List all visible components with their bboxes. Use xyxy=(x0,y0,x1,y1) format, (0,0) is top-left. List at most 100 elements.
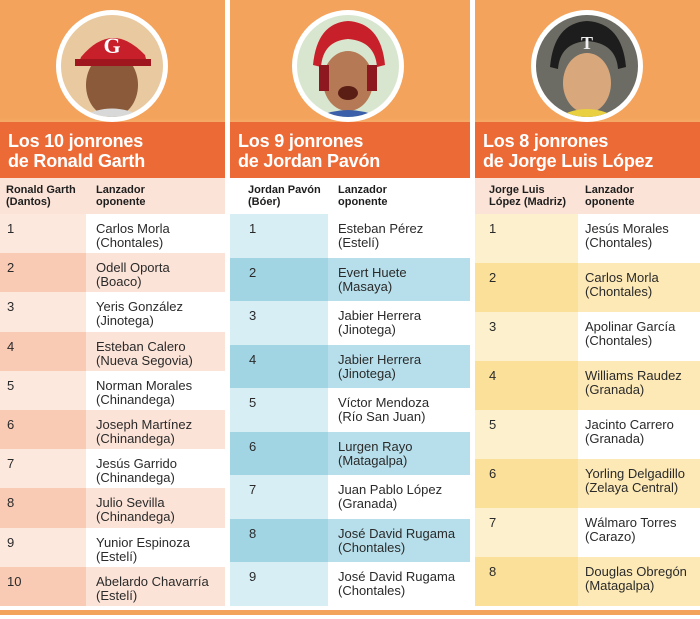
homerun-number: 5 xyxy=(489,417,497,432)
title-line-2: de Ronald Garth xyxy=(8,151,146,171)
footer-orange-line xyxy=(0,610,700,615)
pitcher-name: José David Rugama xyxy=(338,569,456,584)
opposing-pitcher: Yeris González (Jinotega) xyxy=(96,300,183,328)
number-cell xyxy=(0,488,86,528)
number-cell xyxy=(475,410,578,459)
homerun-number: 9 xyxy=(7,534,15,550)
table-row: 8 Julio Sevilla (Chinandega) xyxy=(0,488,225,528)
homerun-number: 6 xyxy=(7,416,15,432)
pitcher-team: (Chinandega) xyxy=(96,470,175,486)
homerun-table: 1 Carlos Morla (Chontales) 2 Odell Oporta (Bo… xyxy=(0,214,225,606)
homerun-number: 10 xyxy=(7,573,22,589)
title-line-1: Los 10 jonrones xyxy=(8,131,144,151)
table-row: 4 Williams Raudez (Granada) xyxy=(475,361,700,410)
table-row: 2 Carlos Morla (Chontales) xyxy=(475,263,700,312)
number-cell xyxy=(0,527,86,567)
panel-title: Los 9 jonrones de Jordan Pavón xyxy=(230,122,470,178)
number-cell xyxy=(0,566,86,606)
table-row: 5 Norman Morales (Chinandega) xyxy=(0,370,225,410)
pitcher-name: Jabier Herrera xyxy=(338,308,422,323)
column-header: Jorge Luis López (Madriz) Lanzador opone… xyxy=(475,178,700,214)
player-photo-frame xyxy=(292,10,404,122)
table-row: 9 José David Rugama (Chontales) xyxy=(230,562,470,606)
table-row: 1 Jesús Morales (Chontales) xyxy=(475,214,700,263)
pitcher-team: (Chontales) xyxy=(338,539,406,555)
number-cell xyxy=(230,301,328,345)
table-row: 3 Jabier Herrera (Jinotega) xyxy=(230,301,470,345)
homerun-number: 7 xyxy=(489,515,497,530)
pitcher-name: Apolinar García xyxy=(585,319,676,334)
panel-title: Los 8 jonrones de Jorge Luis López xyxy=(475,122,700,178)
homerun-number: 2 xyxy=(7,260,15,276)
table-row: 8 Douglas Obregón (Matagalpa) xyxy=(475,557,700,606)
opposing-pitcher: Jesús Morales (Chontales) xyxy=(585,222,669,250)
number-cell xyxy=(0,409,86,450)
homerun-number: 2 xyxy=(489,270,497,285)
opposing-pitcher: Norman Morales (Chinandega) xyxy=(96,377,193,407)
pitcher-team: (Chontales) xyxy=(338,583,406,598)
opposing-pitcher: Juan Pablo López (Granada) xyxy=(338,483,442,511)
number-cell xyxy=(0,292,86,332)
column-header-pitcher: Lanzador oponente xyxy=(585,184,635,208)
panel-header: G xyxy=(0,0,225,128)
table-row: 7 Wálmaro Torres (Carazo) xyxy=(475,508,700,557)
pitcher-team: (Estelí) xyxy=(96,587,138,603)
pitcher-name: Yorling Delgadillo xyxy=(585,466,685,481)
column-header-batter: Ronald Garth (Dantos) xyxy=(6,184,91,208)
homerun-number: 5 xyxy=(249,395,257,410)
table-row: 1 Esteban Pérez (Estelí) xyxy=(230,214,470,258)
number-cell xyxy=(230,388,328,432)
pitcher-name: Odell Oporta xyxy=(96,260,170,276)
opposing-pitcher: Lurgen Rayo (Matagalpa) xyxy=(338,439,412,468)
pitcher-name: Juan Pablo López xyxy=(338,482,443,497)
column-header-pitcher-line1: Lanzador xyxy=(585,184,634,196)
pitcher-team: (Río San Juan) xyxy=(338,409,426,424)
homerun-number: 1 xyxy=(7,221,15,236)
pitcher-name: Joseph Martínez xyxy=(96,416,193,432)
homerun-number: 4 xyxy=(7,338,15,354)
number-cell xyxy=(0,214,86,254)
title-line-1: Los 8 jonrones xyxy=(483,131,609,151)
number-cell xyxy=(0,331,86,371)
title-line-2: de Jorge Luis López xyxy=(483,151,654,171)
homerun-number: 5 xyxy=(7,377,15,393)
table-row: 3 Yeris González (Jinotega) xyxy=(0,292,225,332)
pitcher-name: Abelardo Chavarría xyxy=(96,573,209,589)
opposing-pitcher: Evert Huete (Masaya) xyxy=(338,265,407,294)
opposing-pitcher: Esteban Pérez (Estelí) xyxy=(338,222,423,250)
pitcher-name: Esteban Calero xyxy=(96,338,186,354)
column-header-pitcher-line1: Lanzador xyxy=(96,184,145,196)
column-header-batter: Jordan Pavón (Bóer) xyxy=(248,184,333,208)
pitcher-team: (Chontales) xyxy=(585,235,653,250)
player-photo-frame: G xyxy=(56,10,168,122)
number-cell xyxy=(230,214,328,258)
homerun-table: 1 Esteban Pérez (Estelí) 2 Evert Huete (Masay… xyxy=(230,214,470,606)
pitcher-name: Norman Morales xyxy=(96,377,193,393)
pitcher-team: (Chontales) xyxy=(96,235,164,250)
pitcher-team: (Chinandega) xyxy=(96,509,175,525)
number-cell xyxy=(475,312,578,361)
pitcher-team: (Matagalpa) xyxy=(338,452,408,468)
homerun-number: 8 xyxy=(489,564,497,579)
opposing-pitcher: Abelardo Chavarría (Estelí) xyxy=(96,573,209,603)
opposing-pitcher: Jabier Herrera (Jinotega) xyxy=(338,309,421,337)
column-header-pitcher: Lanzador oponente xyxy=(96,184,146,208)
pitcher-name: Douglas Obregón xyxy=(585,564,687,579)
homerun-number: 4 xyxy=(249,351,257,367)
number-cell xyxy=(0,253,86,293)
pitcher-name: Jesús Morales xyxy=(585,221,669,236)
homerun-number: 3 xyxy=(489,319,497,334)
column-header-pitcher-line2: oponente xyxy=(338,196,388,208)
table-row: 6 Yorling Delgadillo (Zelaya Central) xyxy=(475,459,700,508)
table-row: 7 Juan Pablo López (Granada) xyxy=(230,475,470,519)
pitcher-team: (Granada) xyxy=(338,496,398,511)
opposing-pitcher: José David Rugama (Chontales) xyxy=(338,526,455,555)
pitcher-team: (Boaco) xyxy=(96,274,142,290)
homerun-number: 8 xyxy=(249,525,257,541)
table-row: 7 Jesús Garrido (Chinandega) xyxy=(0,449,225,489)
pitcher-name: Esteban Pérez xyxy=(338,221,424,236)
opposing-pitcher: Jacinto Carrero (Granada) xyxy=(585,418,674,446)
homerun-table: 1 Jesús Morales (Chontales) 2 Carlos Morla (C… xyxy=(475,214,700,606)
homerun-number: 3 xyxy=(249,308,257,323)
homerun-number: 3 xyxy=(7,299,15,315)
